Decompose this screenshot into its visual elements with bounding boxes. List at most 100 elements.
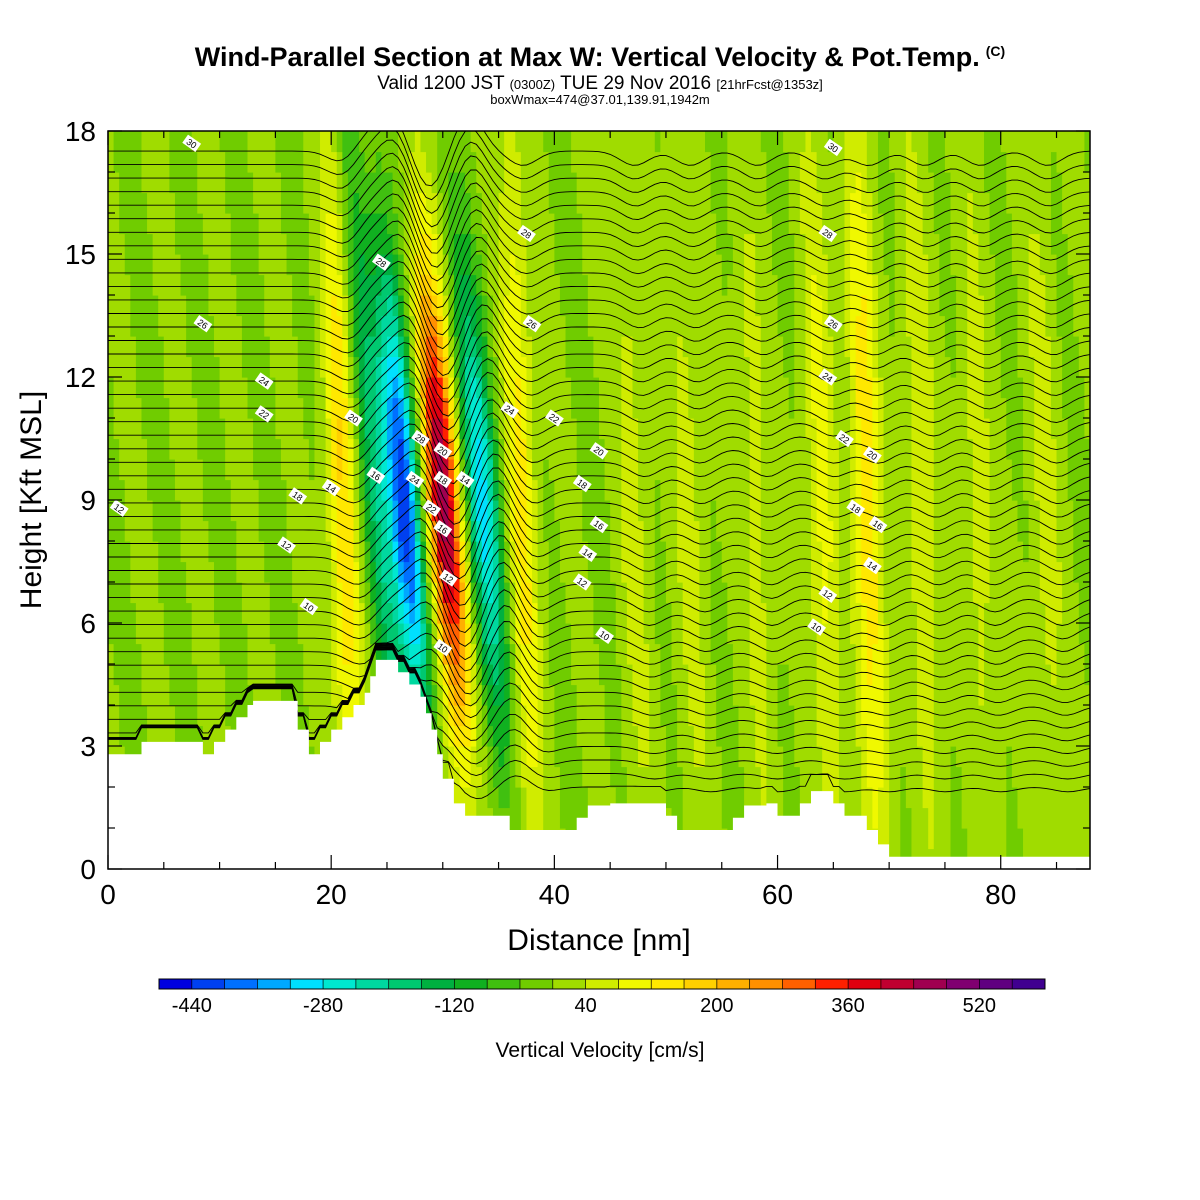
w-cell [202, 520, 210, 768]
w-cell [431, 274, 438, 296]
colorbar-swatch [913, 979, 947, 989]
w-cell [599, 684, 606, 869]
w-cell [426, 602, 433, 624]
w-cell [504, 541, 511, 583]
contour-label-bg [182, 134, 202, 152]
w-cell [386, 131, 394, 173]
contour-label-text: 12 [575, 575, 589, 589]
w-cell [414, 377, 422, 399]
w-cell [186, 131, 193, 358]
w-cell [398, 602, 405, 624]
contour-label-bg [433, 520, 453, 538]
contour-label: 16 [868, 515, 888, 534]
contour-label: 30 [823, 138, 843, 157]
w-cell [442, 295, 449, 317]
w-cell [403, 623, 410, 645]
w-cell [448, 602, 455, 624]
w-cell [264, 336, 271, 583]
colorbar-tick-label: 40 [574, 995, 596, 1017]
w-cell [459, 582, 466, 706]
w-cell [119, 479, 126, 747]
w-cell [559, 131, 567, 317]
w-cell [465, 787, 472, 829]
w-cell [861, 295, 868, 604]
w-cell [169, 192, 176, 460]
w-cell [749, 131, 756, 235]
w-cell [532, 602, 539, 768]
w-cell [398, 295, 405, 317]
w-cell [576, 213, 583, 481]
w-cell [983, 602, 991, 869]
w-cell [459, 705, 466, 727]
contour-label-text: 10 [302, 600, 316, 614]
colorbar-swatch [519, 979, 554, 989]
w-cell [370, 602, 377, 645]
w-cell [320, 131, 327, 378]
w-cell [498, 131, 505, 194]
w-cell [470, 131, 477, 153]
w-cell [437, 561, 444, 583]
w-cell [398, 377, 405, 399]
w-cell [253, 213, 260, 481]
w-cell [336, 274, 343, 317]
w-cell [492, 356, 500, 419]
w-cell [944, 172, 952, 358]
isentrope-line [108, 463, 1090, 538]
w-cell [437, 582, 444, 604]
w-cell [442, 356, 449, 378]
w-cell [375, 213, 382, 255]
w-cell [593, 377, 600, 645]
isentrope-line [108, 220, 1090, 296]
w-cell [370, 274, 377, 337]
w-cell [855, 172, 862, 317]
w-cell [476, 377, 483, 399]
colorbar-swatch [224, 979, 258, 989]
w-cell [476, 561, 483, 583]
w-cell [386, 336, 394, 358]
colorbar-tick-label: 520 [963, 995, 996, 1017]
contour-label: 14 [455, 470, 475, 489]
contour-label-bg [595, 626, 615, 644]
contour-label-text: 28 [821, 227, 835, 241]
isentrope-line [108, 645, 1090, 741]
w-cell [1084, 172, 1090, 440]
w-cell [1050, 254, 1058, 440]
w-cell [392, 397, 399, 501]
w-cell [453, 233, 461, 337]
w-cell [113, 172, 120, 440]
w-cell [465, 192, 472, 235]
isentrope-line [108, 233, 1090, 309]
w-cell [331, 561, 338, 706]
contour-label-bg [438, 569, 458, 587]
w-cell [392, 377, 399, 399]
w-cell [476, 541, 483, 563]
w-cell [1084, 438, 1090, 686]
w-cell [922, 254, 929, 809]
w-cell [124, 541, 131, 809]
isentrope-line [108, 314, 1090, 390]
axes: 0 20 40 60 80 0 3 6 9 12 15 18 Distance [nm] Height [… [15, 116, 1090, 957]
w-cell [459, 541, 466, 563]
contour-label: 22 [422, 499, 442, 517]
w-cell [526, 459, 533, 583]
w-cell [453, 131, 461, 173]
isentrope-line [108, 643, 1090, 707]
contour-label: 20 [344, 409, 363, 427]
w-cell [403, 356, 410, 378]
w-cell [414, 192, 422, 255]
w-cell [481, 295, 489, 337]
contour-label: 12 [438, 569, 458, 587]
w-cell [342, 397, 349, 665]
w-cell [1028, 131, 1035, 235]
w-cell [900, 131, 907, 768]
w-cell [487, 643, 494, 665]
w-cell [732, 705, 740, 869]
contour-label: 20 [433, 442, 453, 460]
w-cell [364, 500, 371, 542]
w-cell [476, 602, 483, 624]
w-cell [152, 295, 159, 542]
w-cell [548, 131, 555, 214]
w-cell [465, 233, 472, 276]
w-cell [403, 602, 410, 624]
isentrope-line [108, 544, 1090, 619]
